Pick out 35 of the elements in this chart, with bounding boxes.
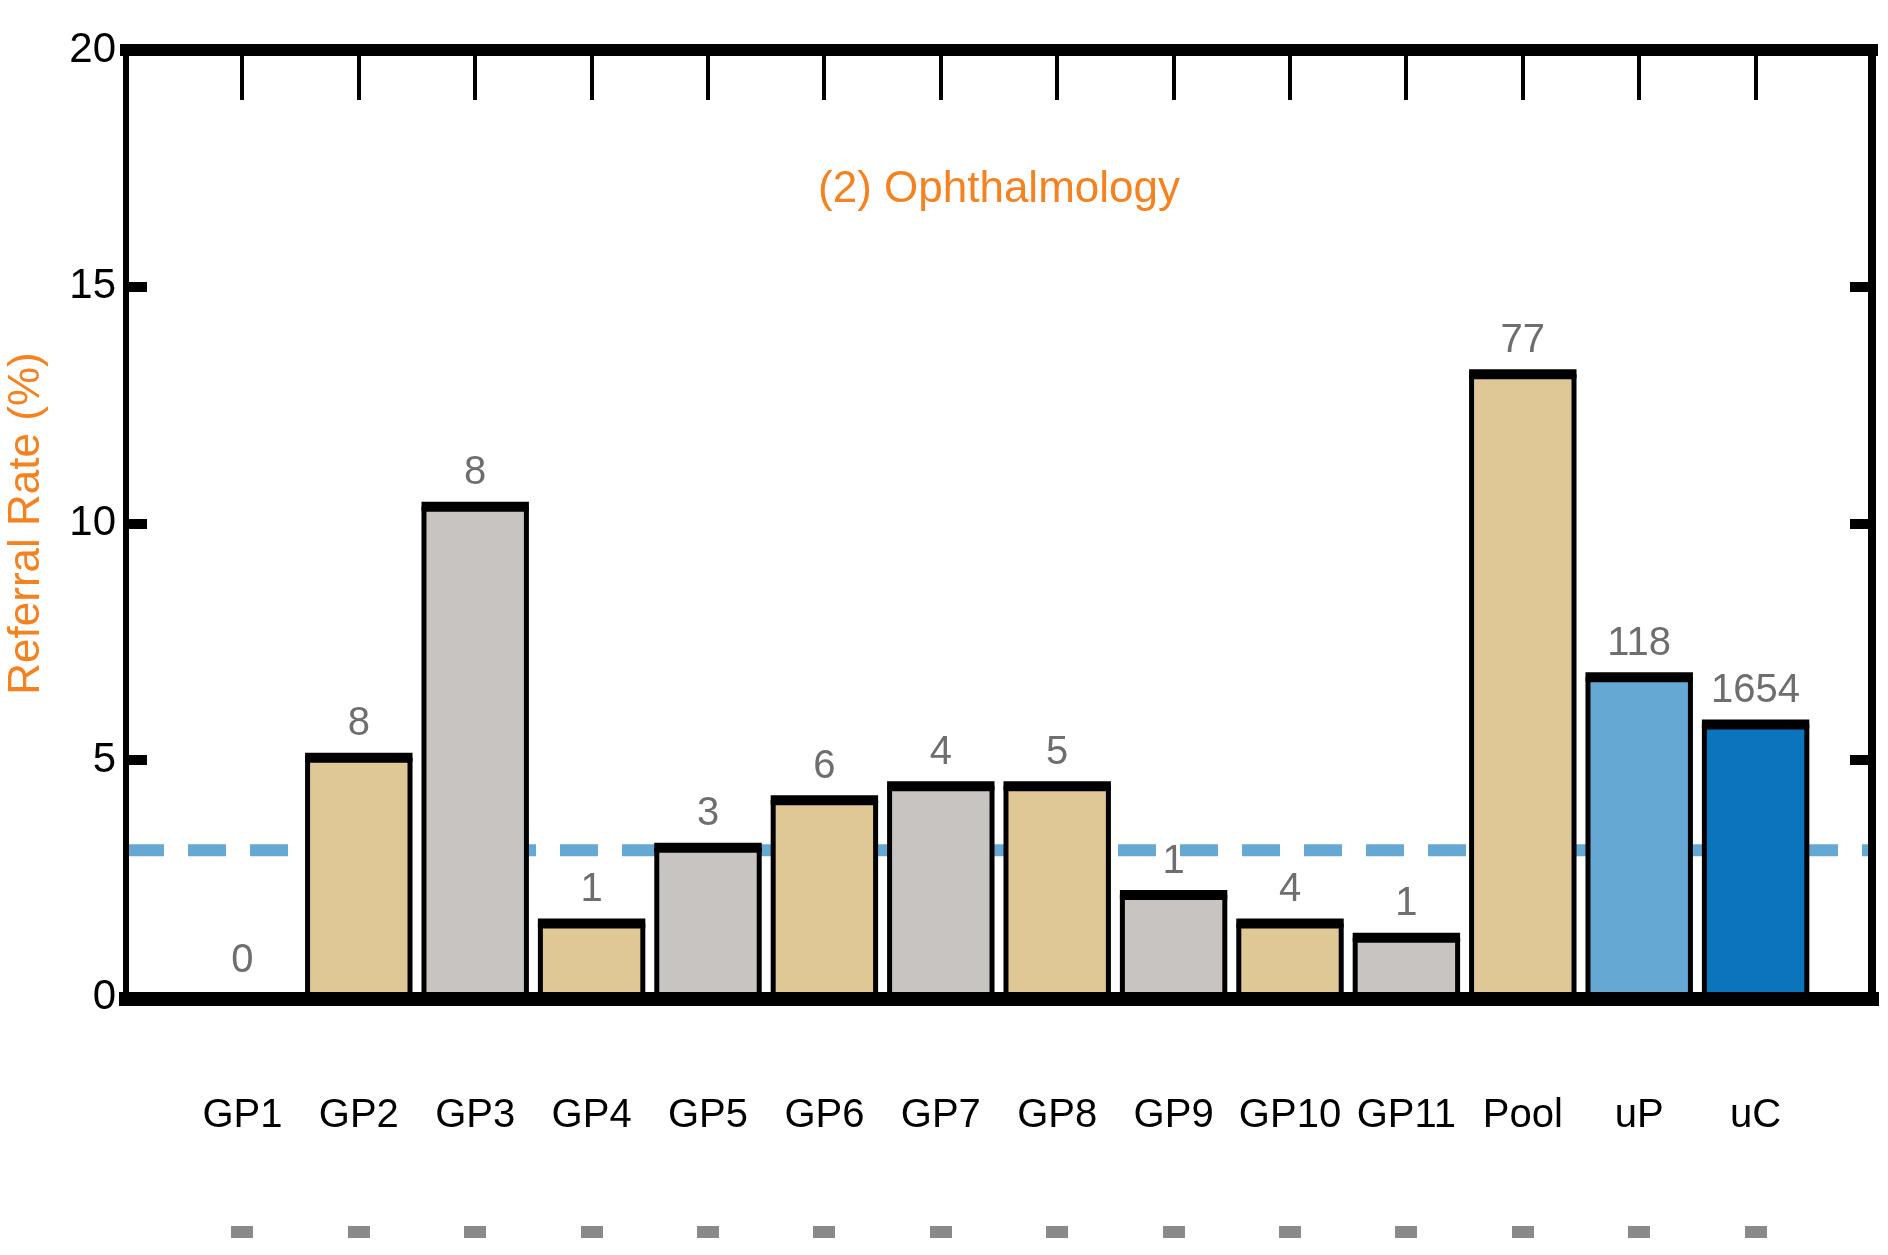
- y-tick-label: 5: [92, 733, 116, 781]
- annotation: 4: [929, 727, 952, 772]
- x-tick-label: GP6: [784, 1091, 865, 1136]
- y-tick-label: 15: [69, 260, 116, 308]
- x-tick-label: uP: [1614, 1091, 1664, 1136]
- x-tick-label: Pool: [1482, 1091, 1563, 1136]
- x-tick-label: GP5: [667, 1091, 749, 1136]
- x-tick-label: GP7: [900, 1091, 981, 1136]
- annotation: 1: [1162, 836, 1185, 881]
- x-tick-label: GP3: [435, 1091, 516, 1136]
- text: (2) Ophthalmology: [818, 162, 1180, 212]
- y-tick-label: 0: [92, 970, 116, 1018]
- x-tick-label: GP8: [1017, 1091, 1098, 1136]
- x-tick-label: uC: [1730, 1091, 1782, 1136]
- y-tick-label: 20: [69, 23, 116, 71]
- x-tick-label: GP9: [1133, 1091, 1214, 1136]
- x-tick-label: GP4: [551, 1091, 632, 1136]
- annotation: 1: [580, 865, 603, 910]
- annotation: 77: [1500, 315, 1546, 360]
- annotation: 1: [1395, 879, 1418, 924]
- annotation: 3: [696, 789, 720, 834]
- x-tick-label: GP1: [202, 1091, 283, 1136]
- x-tick-label: GP11: [1356, 1091, 1457, 1136]
- annotation: 8: [347, 699, 370, 744]
- annotation: 1654: [1711, 666, 1801, 711]
- annotation: 8: [464, 448, 487, 493]
- annotation: 6: [813, 741, 836, 786]
- annotation: 4: [1278, 865, 1302, 910]
- annotation: 5: [1046, 727, 1069, 772]
- y-tick-label: 10: [69, 497, 116, 545]
- x-tick-label: GP2: [318, 1091, 399, 1136]
- annotation: 0: [231, 936, 254, 981]
- annotation: 118: [1607, 618, 1672, 663]
- y-axis-title: Referral Rate (%): [0, 352, 48, 695]
- x-tick-label: GP10: [1238, 1091, 1342, 1136]
